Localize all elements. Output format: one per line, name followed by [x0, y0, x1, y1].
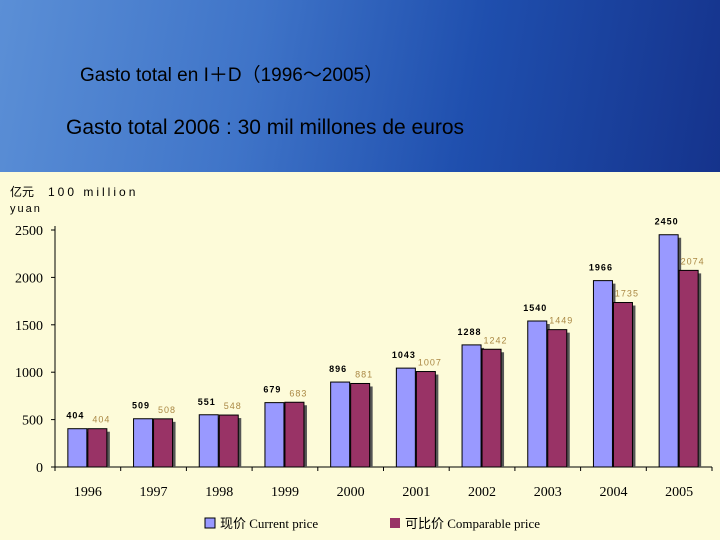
- x-tick-label: 1996: [74, 485, 102, 500]
- unit-label-yuan: yuan: [10, 203, 42, 215]
- bar-comparable-price: [153, 418, 174, 468]
- bar-current-price: [133, 418, 154, 468]
- bar-comparable-price: [87, 428, 108, 468]
- bar-current-price: [395, 367, 416, 468]
- data-label-comparable: 1735: [615, 289, 639, 299]
- y-tick-label: 500: [22, 414, 43, 429]
- x-tick-label: 1997: [140, 485, 168, 500]
- data-label-current: 1540: [523, 303, 547, 313]
- legend-swatch-comparable: [390, 518, 400, 528]
- chart-subtitle: Gasto total 2006 : 30 mil millones de eu…: [66, 116, 465, 139]
- x-tick-label: 2003: [534, 485, 562, 500]
- chart-title: Gasto total en I＋D（1996～2005）: [80, 65, 384, 86]
- x-tick-label: 1998: [205, 485, 233, 500]
- data-label-current: 896: [329, 364, 347, 374]
- bar-current-price: [658, 234, 679, 468]
- data-label-comparable: 508: [158, 405, 176, 415]
- data-label-current: 2450: [655, 217, 679, 227]
- data-label-current: 509: [132, 401, 150, 411]
- y-tick-label: 1000: [15, 366, 43, 381]
- x-tick-label: 2000: [337, 485, 365, 500]
- data-label-current: 1043: [392, 350, 416, 360]
- bar-comparable-price: [415, 371, 436, 468]
- y-tick-label: 2500: [15, 224, 43, 239]
- bar-current-price: [461, 344, 482, 468]
- x-tick-label: 2002: [468, 485, 496, 500]
- legend-label-comparable: 可比价 Comparable price: [405, 516, 540, 531]
- bar-comparable-price: [678, 269, 699, 468]
- bar-comparable-price: [284, 401, 305, 468]
- bar-current-price: [592, 280, 613, 468]
- data-label-current: 1288: [458, 327, 482, 337]
- bar-current-price: [527, 320, 548, 468]
- y-tick-label: 2000: [15, 271, 43, 286]
- bar-comparable-price: [612, 302, 633, 468]
- bar-current-price: [198, 414, 219, 468]
- data-label-comparable: 548: [224, 401, 242, 411]
- data-label-comparable: 881: [355, 369, 373, 379]
- data-label-comparable: 1449: [549, 316, 573, 326]
- legend-label-current: 现价 Current price: [220, 516, 318, 531]
- x-tick-label: 2001: [402, 485, 430, 500]
- y-tick-label: 0: [36, 461, 43, 476]
- bar-current-price: [330, 381, 351, 468]
- bar-comparable-price: [218, 414, 239, 468]
- unit-label-en: 100 million: [48, 185, 138, 199]
- data-label-current: 551: [198, 397, 216, 407]
- data-label-comparable: 1007: [418, 358, 442, 368]
- legend-swatch-current: [204, 517, 216, 529]
- bar-comparable-price: [547, 329, 568, 468]
- bar-current-price: [67, 428, 88, 468]
- y-tick-label: 1500: [15, 319, 43, 334]
- bar-comparable-price: [481, 348, 502, 468]
- data-label-comparable: 404: [92, 415, 110, 425]
- data-label-comparable: 2074: [681, 256, 705, 266]
- data-label-current: 404: [66, 411, 84, 421]
- bar-current-price: [264, 402, 285, 468]
- data-label-comparable: 683: [289, 388, 307, 398]
- bar-comparable-price: [350, 382, 371, 468]
- x-tick-label: 2005: [665, 485, 693, 500]
- unit-label-cn: 亿元: [10, 184, 34, 199]
- x-tick-label: 2004: [599, 485, 627, 500]
- title-banner: Gasto total en I＋D（1996～2005） Gasto tota…: [0, 0, 720, 172]
- data-label-comparable: 1242: [484, 335, 508, 345]
- data-label-current: 679: [263, 385, 281, 395]
- x-tick-label: 1999: [271, 485, 299, 500]
- data-label-current: 1966: [589, 263, 613, 273]
